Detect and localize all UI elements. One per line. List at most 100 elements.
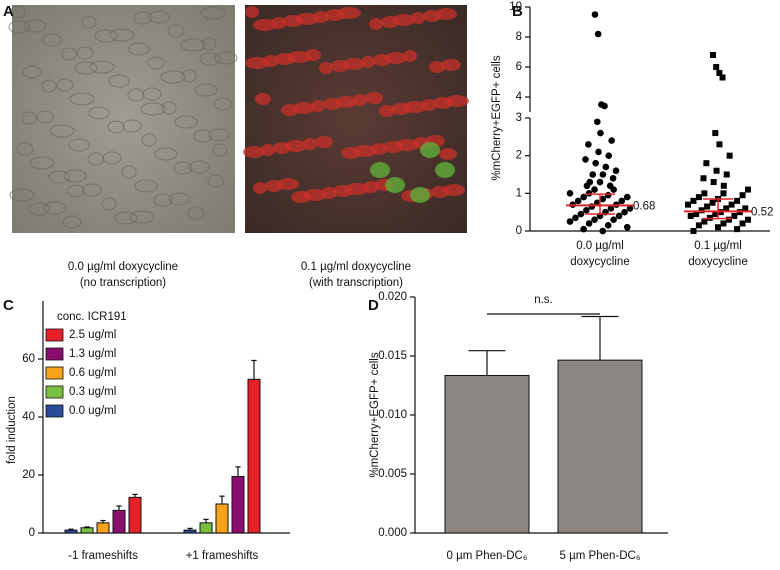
- point: [745, 216, 751, 223]
- cell: [36, 110, 54, 124]
- y-axis-label: %mCherry+EGFP+ cells: [491, 55, 503, 181]
- point: [605, 152, 613, 159]
- cell: [56, 78, 74, 92]
- cell: [76, 46, 94, 60]
- cell: [127, 88, 145, 102]
- cell: [140, 102, 166, 116]
- point: [739, 220, 746, 227]
- point: [582, 156, 589, 163]
- y-tick-label: 0.005: [378, 468, 407, 480]
- cell: [43, 201, 67, 215]
- point: [728, 201, 735, 208]
- y-axis-label: fold induction: [6, 396, 18, 464]
- x-tick-label: 0.1 µg/ml: [694, 240, 742, 252]
- point: [731, 212, 738, 219]
- point: [734, 226, 741, 233]
- cell: [194, 83, 218, 97]
- point: [595, 148, 602, 156]
- point: [716, 141, 723, 148]
- cell: [102, 151, 122, 165]
- y-tick-label: 0: [29, 527, 35, 539]
- cell: [160, 70, 186, 84]
- cell: [180, 38, 206, 52]
- point: [593, 118, 601, 126]
- cell: [431, 186, 449, 198]
- point: [609, 174, 617, 182]
- cell: [253, 182, 267, 194]
- point: [615, 212, 623, 220]
- point: [710, 52, 716, 58]
- cell: [275, 53, 295, 65]
- cell: [188, 160, 210, 174]
- bar: [215, 503, 229, 534]
- cell: [74, 61, 98, 75]
- cell: [9, 188, 35, 202]
- point: [713, 167, 720, 174]
- legend-label: 0.0 ug/ml: [69, 405, 116, 417]
- cell: [154, 147, 178, 161]
- cell: [410, 187, 430, 203]
- legend-label: 0.3 ug/ml: [69, 386, 116, 398]
- y-tick-label: 60: [22, 353, 35, 365]
- point: [690, 228, 697, 234]
- cell: [323, 98, 341, 110]
- point: [610, 186, 617, 193]
- x-tick-label: doxycycline: [688, 256, 747, 268]
- point: [608, 137, 615, 144]
- cell: [41, 79, 57, 93]
- point: [704, 203, 711, 210]
- point: [574, 197, 582, 205]
- caption: 0.1 µg/ml doxycycline: [301, 261, 411, 273]
- y-tick-label: 0.015: [378, 350, 407, 362]
- bar: [128, 496, 142, 534]
- point: [698, 207, 705, 214]
- y-tick-label: 0.010: [378, 409, 407, 421]
- cell: [61, 47, 77, 61]
- bar: [112, 509, 126, 534]
- cell: [199, 52, 221, 66]
- x-tick-label: 0.0 µg/ml: [576, 240, 624, 252]
- point: [566, 218, 574, 225]
- y-axis-label: %mCherry+EGFP+ cells: [369, 352, 381, 478]
- cell: [207, 174, 225, 188]
- bar: [80, 527, 94, 534]
- panel-label: C: [3, 297, 14, 314]
- point: [715, 224, 721, 231]
- cell: [62, 215, 82, 229]
- cell: [22, 65, 42, 79]
- bar: [96, 522, 110, 534]
- x-tick-label: +1 frameshifts: [186, 550, 259, 562]
- point: [720, 220, 727, 227]
- y-tick-label: 8: [516, 31, 522, 43]
- cell: [200, 6, 226, 20]
- point: [723, 171, 730, 178]
- cell: [8, 20, 30, 34]
- point: [610, 216, 617, 223]
- point: [612, 167, 620, 175]
- point: [591, 186, 598, 193]
- cell: [283, 15, 303, 27]
- mean-label: 0.68: [633, 200, 655, 212]
- cell: [134, 179, 158, 193]
- cell: [148, 10, 170, 24]
- cell: [107, 120, 125, 134]
- cell: [128, 42, 150, 56]
- cell: [245, 57, 269, 69]
- point: [726, 152, 733, 159]
- point: [588, 203, 596, 210]
- point: [712, 211, 719, 218]
- y-tick-label: 0.020: [378, 291, 407, 303]
- cell: [373, 54, 391, 66]
- y-tick-label: 4: [516, 91, 523, 103]
- cell: [89, 60, 115, 74]
- cell: [381, 16, 399, 28]
- cell: [213, 97, 233, 111]
- cell: [109, 28, 135, 42]
- point: [712, 130, 719, 137]
- legend-swatch: [45, 366, 64, 380]
- point: [591, 216, 598, 223]
- point: [602, 163, 610, 171]
- point: [604, 191, 612, 199]
- point: [607, 205, 615, 212]
- cell: [245, 6, 259, 18]
